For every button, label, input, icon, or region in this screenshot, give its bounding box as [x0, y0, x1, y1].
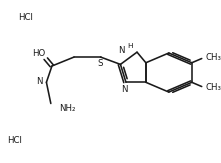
Text: HO: HO	[32, 49, 45, 58]
Text: NH₂: NH₂	[59, 104, 76, 113]
Text: CH₃: CH₃	[206, 82, 221, 92]
Text: HCl: HCl	[7, 136, 22, 146]
Text: N: N	[122, 85, 128, 94]
Text: S: S	[98, 59, 103, 68]
Text: CH₃: CH₃	[206, 53, 221, 62]
Text: HCl: HCl	[18, 13, 33, 22]
Text: N: N	[118, 46, 124, 55]
Text: N: N	[36, 77, 43, 86]
Text: H: H	[128, 43, 133, 49]
